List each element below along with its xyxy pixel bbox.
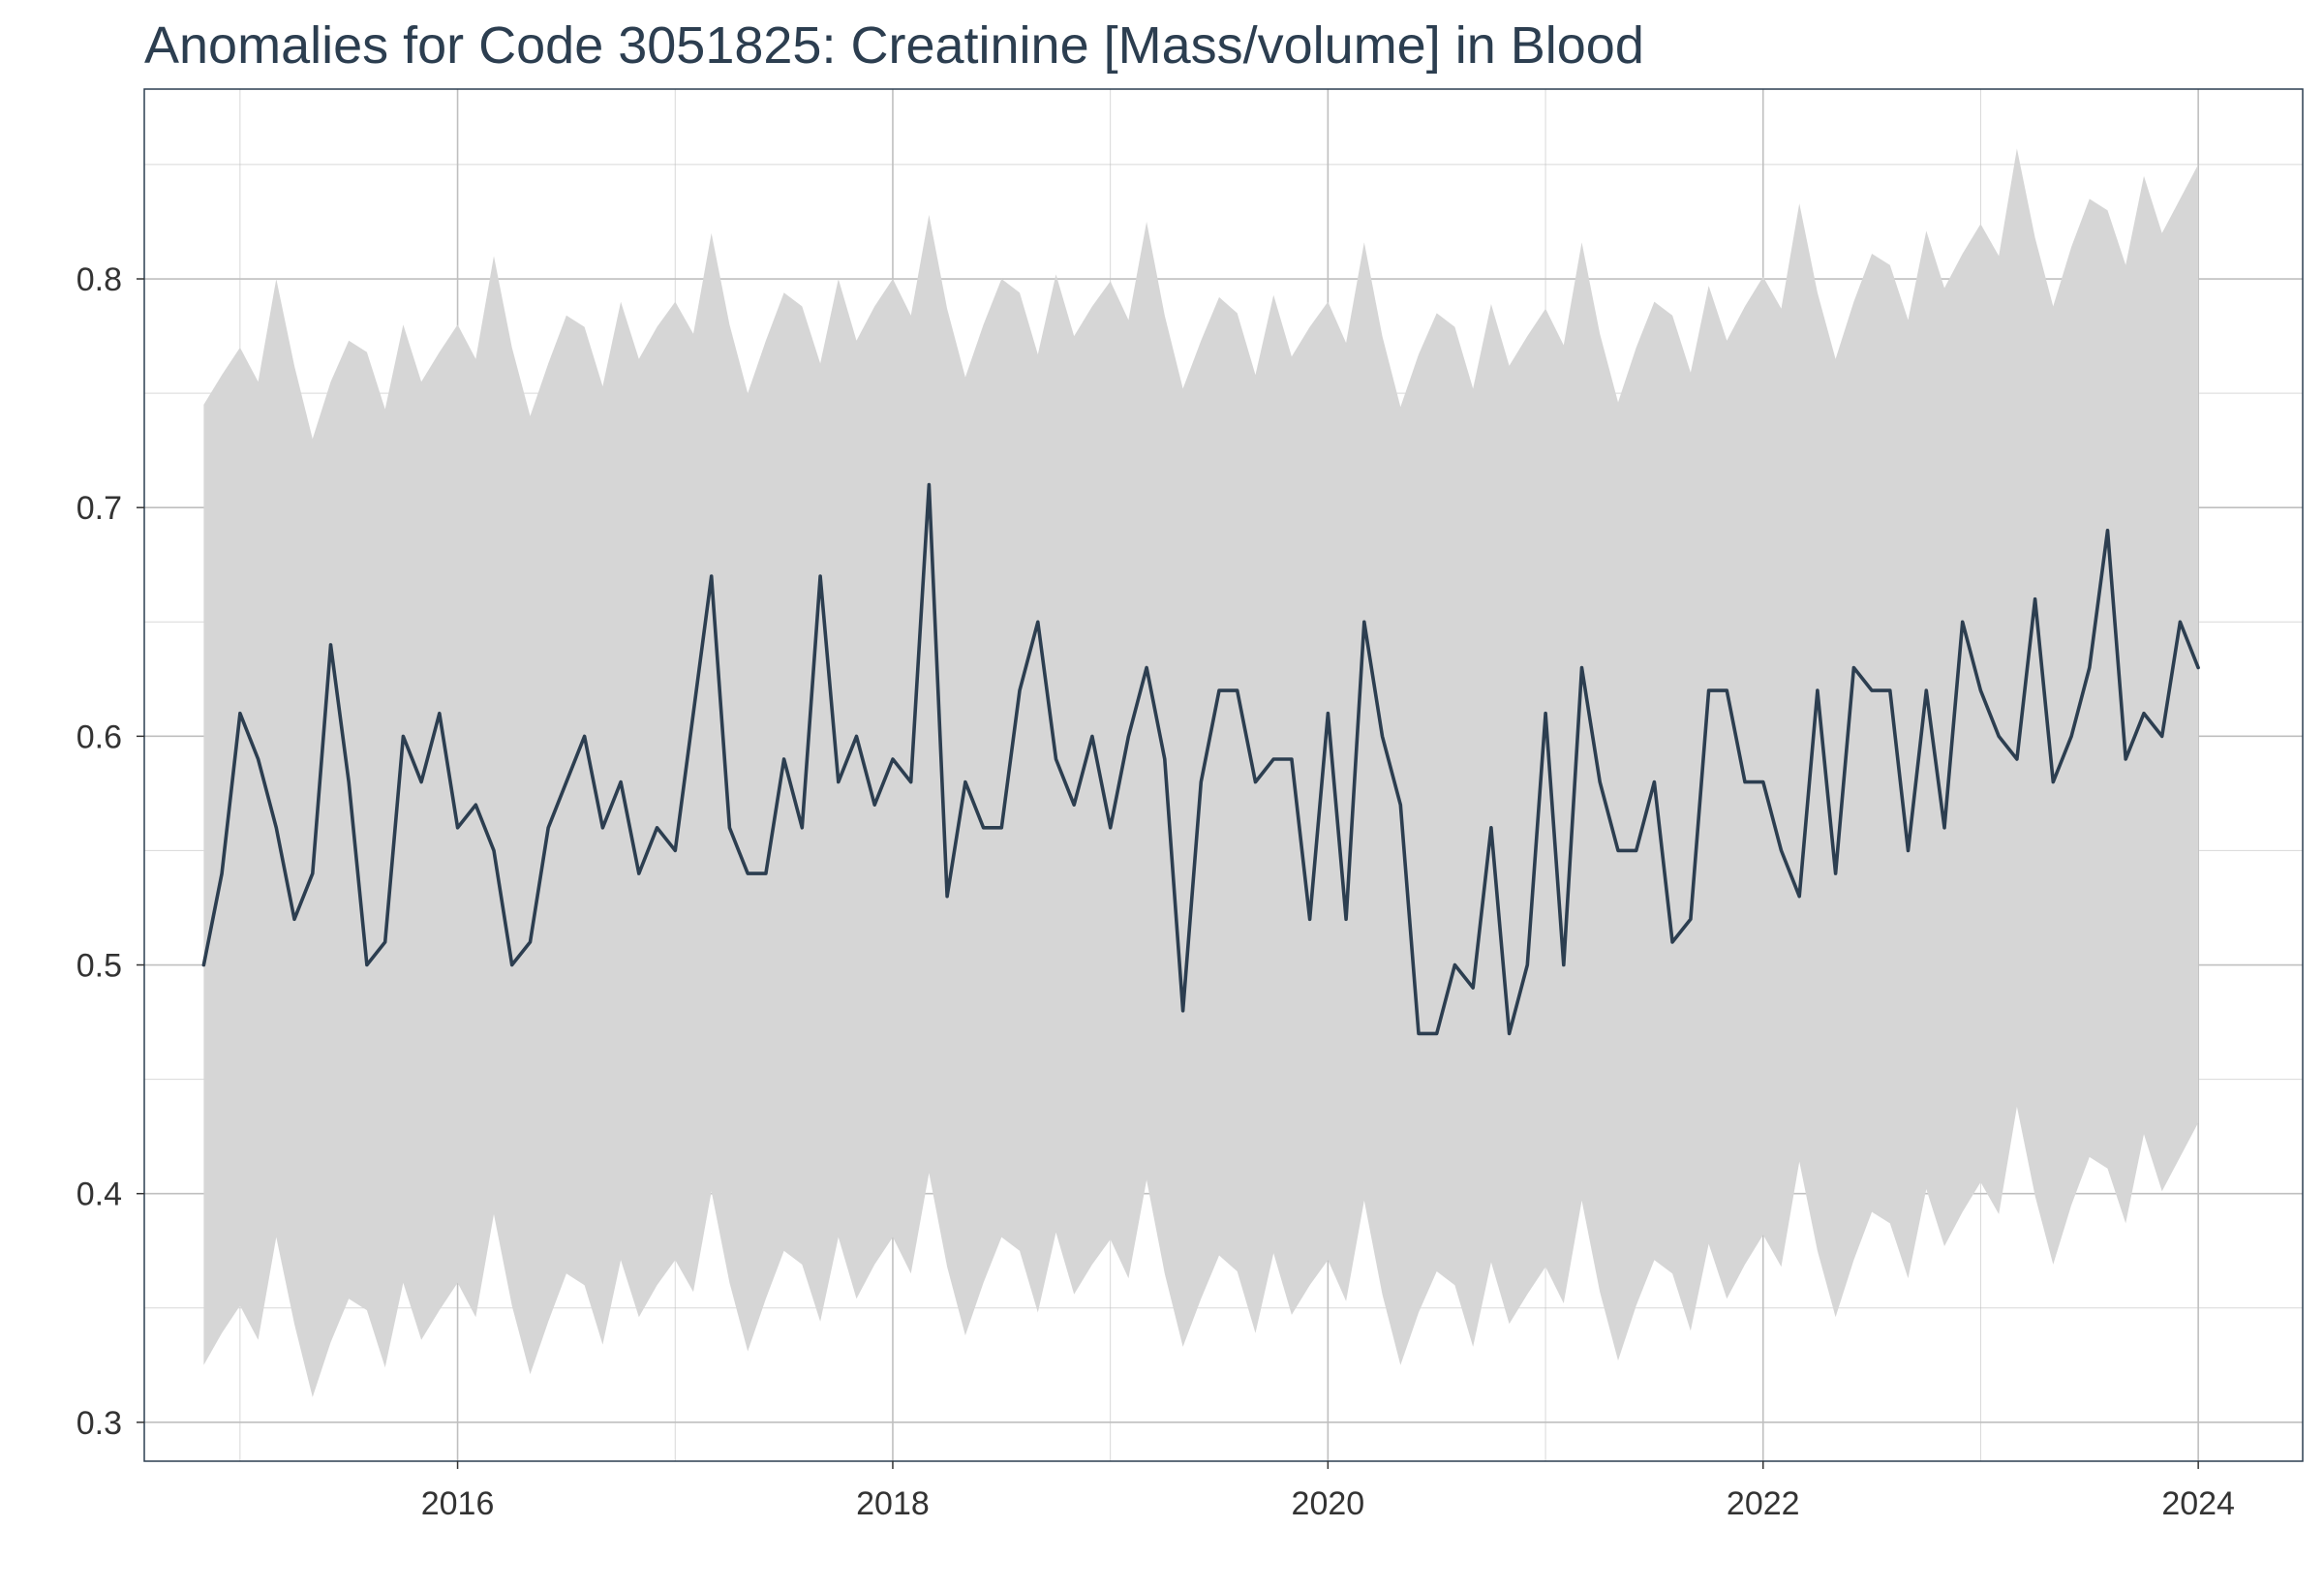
x-tick-label: 2020	[1292, 1485, 1365, 1522]
y-tick-label: 0.3	[76, 1405, 122, 1442]
y-tick-label: 0.4	[76, 1176, 122, 1213]
x-tick-label: 2018	[856, 1485, 930, 1522]
confidence-band	[203, 148, 2199, 1397]
x-tick-label: 2016	[421, 1485, 495, 1522]
chart-title: Anomalies for Code 3051825: Creatinine […	[144, 16, 1644, 75]
series-line-path	[201, 482, 2200, 1036]
series-line	[201, 482, 2200, 1036]
x-tick-label: 2022	[1727, 1485, 1800, 1522]
confidence-band-area	[203, 148, 2199, 1397]
plot-panel-border	[143, 88, 2304, 1462]
x-axis-ticks: 2016 2018 2020 2022 2024	[421, 1461, 2235, 1522]
y-tick-label: 0.7	[76, 490, 122, 527]
y-tick-label: 0.5	[76, 948, 122, 985]
y-axis-ticks: 0.3 0.4 0.5 0.6 0.7 0.8	[76, 261, 144, 1442]
x-tick-label: 2024	[2161, 1485, 2235, 1522]
y-tick-label: 0.8	[76, 261, 122, 298]
y-tick-label: 0.6	[76, 718, 122, 755]
